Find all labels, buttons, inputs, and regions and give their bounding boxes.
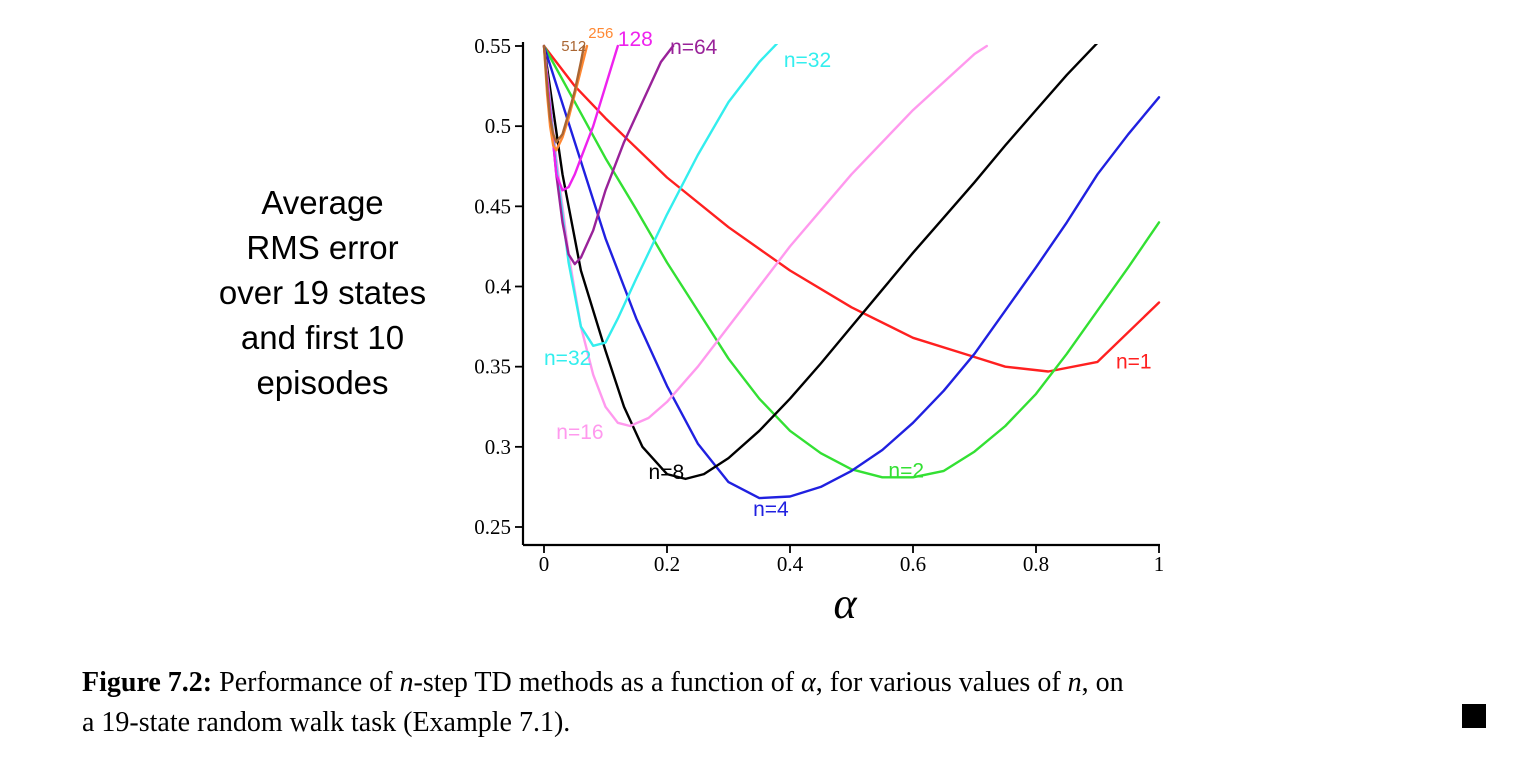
- series-label: n=8: [649, 461, 685, 484]
- series-line-n32: [542, 44, 779, 347]
- series-label: n=4: [753, 498, 789, 521]
- y-tick-label: 0.45: [474, 194, 511, 218]
- x-tick-label: 0.8: [1023, 552, 1049, 576]
- series-line-n1: [542, 44, 1161, 373]
- series-line-512: [542, 44, 586, 144]
- y-tick-label: 0.25: [474, 515, 511, 539]
- series-line-n4: [542, 44, 1161, 500]
- series-label: 128: [618, 28, 653, 51]
- chart-axes: 0 0.2 0.4 0.6 0.8 1 0.25 0.3 0.35 0.4 0.45 0.5 0.55: [474, 34, 1164, 576]
- series-layer: [542, 44, 1161, 500]
- end-of-example-mark: [1462, 704, 1486, 728]
- caption-text: , for various values of: [815, 667, 1068, 698]
- series-line-n8: [542, 44, 1099, 481]
- y-axis-label: Average RMS error over 19 states and fir…: [190, 180, 455, 405]
- y-axis-label-line: Average: [261, 184, 384, 221]
- caption-figure-label: Figure 7.2:: [82, 667, 213, 698]
- series-label: 256: [588, 25, 613, 42]
- caption-variable-n: n: [1067, 667, 1082, 698]
- y-axis-label-line: episodes: [256, 364, 389, 401]
- series-label: n=16: [556, 421, 603, 444]
- x-tick-label: 0.4: [777, 552, 804, 576]
- series-label: 512: [561, 38, 586, 55]
- x-tick-label: 0.6: [900, 552, 926, 576]
- figure-caption: Figure 7.2: Performance of n-step TD met…: [82, 663, 1482, 743]
- y-tick-label: 0.3: [485, 435, 511, 459]
- caption-line-2: a 19-state random walk task (Example 7.1…: [82, 707, 571, 738]
- y-tick-label: 0.35: [474, 355, 511, 379]
- caption-variable-n: n: [399, 667, 414, 698]
- x-tick-label: 0.2: [654, 552, 680, 576]
- y-axis-label-line: RMS error: [246, 229, 399, 266]
- y-tick-label: 0.55: [474, 34, 511, 58]
- x-tick-label: 0: [539, 552, 550, 576]
- series-label: n=32: [544, 347, 591, 370]
- caption-text: , on: [1081, 667, 1124, 698]
- series-line-n2: [542, 44, 1161, 479]
- series-label: n=64: [670, 36, 718, 59]
- x-axis-label: α: [833, 579, 857, 628]
- caption-text: Performance of: [212, 667, 400, 698]
- y-tick-label: 0.4: [485, 275, 512, 299]
- series-label: n=2: [888, 459, 924, 482]
- series-label: n=32: [784, 49, 831, 72]
- caption-variable-alpha: α: [801, 667, 816, 698]
- y-tick-label: 0.5: [485, 114, 511, 138]
- caption-text: -step TD methods as a function of: [413, 667, 802, 698]
- y-axis-label-line: and first 10: [240, 319, 405, 356]
- x-tick-label: 1: [1154, 552, 1165, 576]
- y-axis-label-line: over 19 states: [218, 274, 427, 311]
- series-label: n=1: [1116, 350, 1152, 373]
- line-chart: 0 0.2 0.4 0.6 0.8 10.250.30.350.40.450.50.55 …: [474, 25, 1164, 628]
